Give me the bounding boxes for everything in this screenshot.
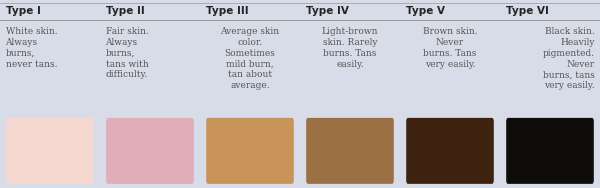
FancyBboxPatch shape (206, 118, 294, 184)
Text: Type II: Type II (106, 6, 144, 16)
Text: Type V: Type V (406, 6, 445, 16)
Text: Light-brown
skin. Rarely
burns. Tans
easily.: Light-brown skin. Rarely burns. Tans eas… (322, 27, 378, 68)
FancyBboxPatch shape (506, 118, 594, 184)
Text: Black skin.
Heavily
pigmented.
Never
burns, tans
very easily.: Black skin. Heavily pigmented. Never bur… (542, 27, 595, 90)
Text: Type III: Type III (206, 6, 248, 16)
FancyBboxPatch shape (106, 118, 194, 184)
FancyBboxPatch shape (306, 118, 394, 184)
Text: Type IV: Type IV (305, 6, 349, 16)
FancyBboxPatch shape (406, 118, 494, 184)
Text: Type VI: Type VI (505, 6, 548, 16)
Text: Average skin
color.
Sometimes
mild burn,
tan about
average.: Average skin color. Sometimes mild burn,… (220, 27, 280, 90)
FancyBboxPatch shape (6, 118, 94, 184)
Text: Brown skin.
Never
burns. Tans
very easily.: Brown skin. Never burns. Tans very easil… (422, 27, 478, 68)
Text: Fair skin.
Always
burns,
tans with
difficulty.: Fair skin. Always burns, tans with diffi… (106, 27, 148, 79)
Text: White skin.
Always
burns,
never tans.: White skin. Always burns, never tans. (5, 27, 57, 68)
Text: Type I: Type I (5, 6, 40, 16)
